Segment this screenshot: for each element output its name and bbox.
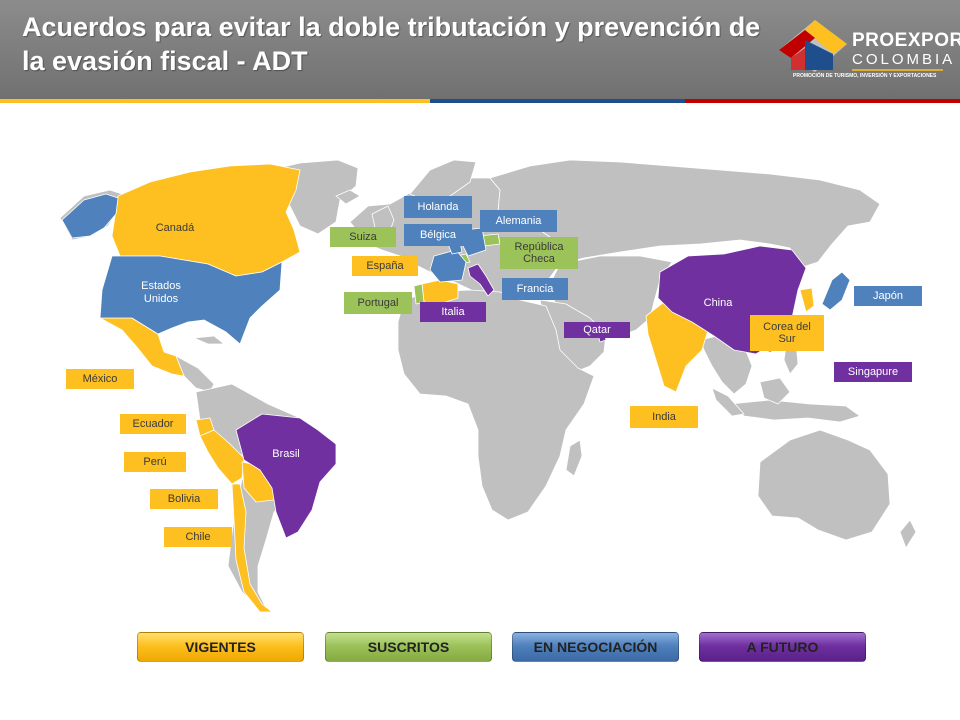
land-indonesia	[729, 399, 861, 423]
country-brasil	[235, 413, 337, 539]
logo-word-proexport: PROEXPORT	[852, 30, 960, 51]
label-corea-line1: Corea del	[763, 321, 811, 333]
label-chile: Chile	[164, 527, 232, 547]
country-chile	[231, 483, 273, 613]
label-brasil: Brasil	[272, 448, 300, 460]
label-india: India	[630, 406, 698, 428]
country-estados-unidos	[99, 255, 283, 345]
header-stripe-red	[685, 99, 960, 103]
label-peru: Perú	[124, 452, 186, 472]
land-australia	[757, 429, 891, 541]
land-iceland	[335, 189, 361, 205]
label-republica-checa-line2: Checa	[523, 253, 555, 265]
country-portugal	[413, 283, 425, 305]
land-new-zealand	[899, 519, 917, 549]
label-corea: Corea del Sur	[750, 315, 824, 351]
land-borneo	[759, 377, 791, 405]
proexport-house-icon	[779, 20, 943, 72]
legend-vigentes: VIGENTES	[137, 632, 304, 662]
label-estados-unidos-line2: Unidos	[143, 293, 179, 305]
label-china: China	[703, 297, 733, 309]
land-cuba	[193, 335, 225, 345]
country-alaska-usa	[61, 193, 119, 239]
legend-a-futuro: A FUTURO	[699, 632, 866, 662]
label-republica-checa: República Checa	[500, 237, 578, 269]
land-africa	[397, 289, 595, 521]
label-belgica: Bélgica	[404, 224, 472, 246]
label-mexico: México	[66, 369, 134, 389]
header-stripe-yellow	[0, 99, 430, 103]
label-italia: Italia	[420, 302, 486, 322]
header-stripe-blue	[430, 99, 685, 103]
label-qatar: Qatar	[564, 322, 630, 338]
logo-word-colombia: COLOMBIA	[852, 51, 956, 68]
country-japon	[821, 271, 851, 311]
label-estados-unidos: Estados Unidos	[126, 280, 196, 306]
label-espana: España	[352, 256, 418, 276]
label-bolivia: Bolivia	[150, 489, 218, 509]
label-ecuador: Ecuador	[120, 414, 186, 434]
label-corea-line2: Sur	[778, 333, 796, 345]
label-suiza: Suiza	[330, 227, 396, 247]
label-japon: Japón	[854, 286, 922, 306]
label-alemania: Alemania	[480, 210, 557, 232]
legend-en-negociacion: EN NEGOCIACIÓN	[512, 632, 679, 662]
country-corea	[799, 287, 815, 313]
label-portugal: Portugal	[344, 292, 412, 314]
label-singapure: Singapure	[834, 362, 912, 382]
proexport-logo: PROEXPORT COLOMBIA PROMOCIÓN DE TURISMO,…	[775, 14, 960, 86]
page-title: Acuerdos para evitar la doble tributació…	[22, 12, 761, 76]
country-italia	[467, 263, 495, 297]
label-republica-checa-line1: República	[514, 241, 564, 253]
legend-suscritos: SUSCRITOS	[325, 632, 492, 662]
label-estados-unidos-line1: Estados	[141, 280, 181, 292]
land-sumatra	[711, 387, 745, 417]
label-francia: Francia	[502, 278, 568, 300]
country-peru	[199, 429, 245, 485]
label-holanda: Holanda	[404, 196, 472, 218]
logo-tagline: PROMOCIÓN DE TURISMO, INVERSIÓN Y EXPORT…	[793, 73, 937, 79]
land-madagascar	[565, 439, 583, 477]
label-canada: Canadá	[155, 222, 195, 234]
